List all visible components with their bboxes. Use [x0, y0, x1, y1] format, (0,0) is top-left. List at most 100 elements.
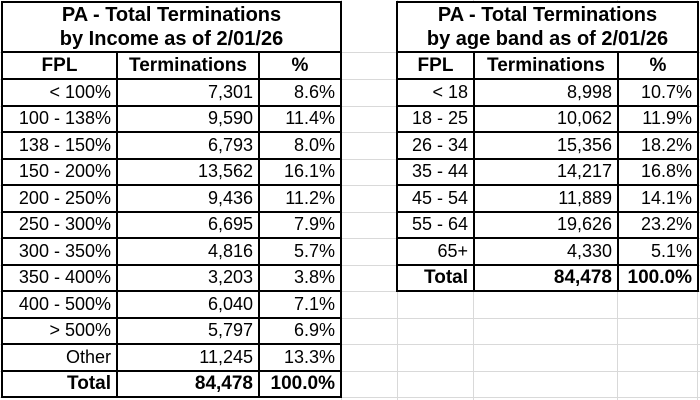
gridline: [0, 344, 700, 345]
cell-pct[interactable]: 10.7%: [617, 78, 699, 107]
cell-fpl[interactable]: Other: [1, 343, 118, 372]
table-row: 35 - 44 14,217 16.8%: [396, 157, 699, 186]
cell-pct[interactable]: 18.2%: [617, 131, 699, 160]
table-title-line1: PA - Total Terminations: [61, 4, 282, 26]
cell-total-terminations[interactable]: 84,478: [116, 369, 260, 398]
table-title-line1: PA - Total Terminations: [437, 4, 658, 26]
table-row: 18 - 25 10,062 11.9%: [396, 104, 699, 133]
age-table: PA - Total Terminations by age band as o…: [396, 1, 699, 292]
column-header-terminations[interactable]: Terminations: [473, 51, 619, 80]
cell-terminations[interactable]: 19,626: [473, 210, 619, 239]
column-header-fpl[interactable]: FPL: [396, 51, 475, 80]
table-title[interactable]: PA - Total Terminations by age band as o…: [396, 1, 699, 53]
cell-terminations[interactable]: 6,040: [116, 290, 260, 319]
cell-terminations[interactable]: 6,793: [116, 131, 260, 160]
cell-total-pct[interactable]: 100.0%: [617, 263, 699, 292]
cell-pct[interactable]: 16.8%: [617, 157, 699, 186]
column-header-fpl[interactable]: FPL: [1, 51, 118, 80]
cell-fpl[interactable]: 400 - 500%: [1, 290, 118, 319]
column-header-pct[interactable]: %: [258, 51, 342, 80]
cell-terminations[interactable]: 7,301: [116, 78, 260, 107]
income-table: PA - Total Terminations by Income as of …: [1, 1, 342, 398]
cell-fpl[interactable]: 350 - 400%: [1, 263, 118, 292]
table-title-line2: by age band as of 2/01/26: [426, 28, 669, 50]
cell-fpl[interactable]: 300 - 350%: [1, 237, 118, 266]
cell-total-label[interactable]: Total: [1, 369, 118, 398]
cell-fpl[interactable]: 250 - 300%: [1, 210, 118, 239]
cell-pct[interactable]: 7.1%: [258, 290, 342, 319]
table-title-row: PA - Total Terminations by age band as o…: [396, 1, 699, 53]
cell-pct[interactable]: 11.2%: [258, 184, 342, 213]
table-title-row: PA - Total Terminations by Income as of …: [1, 1, 342, 53]
cell-fpl[interactable]: 65+: [396, 237, 475, 266]
cell-fpl[interactable]: 45 - 54: [396, 184, 475, 213]
gridline: [0, 397, 700, 398]
cell-fpl[interactable]: 26 - 34: [396, 131, 475, 160]
table-row: 65+ 4,330 5.1%: [396, 237, 699, 266]
cell-terminations[interactable]: 4,816: [116, 237, 260, 266]
cell-pct[interactable]: 14.1%: [617, 184, 699, 213]
cell-terminations[interactable]: 13,562: [116, 157, 260, 186]
table-row: 100 - 138% 9,590 11.4%: [1, 104, 342, 133]
table-title[interactable]: PA - Total Terminations by Income as of …: [1, 1, 342, 53]
cell-terminations[interactable]: 3,203: [116, 263, 260, 292]
column-header-pct[interactable]: %: [617, 51, 699, 80]
cell-terminations[interactable]: 14,217: [473, 157, 619, 186]
cell-terminations[interactable]: 9,436: [116, 184, 260, 213]
cell-fpl[interactable]: < 100%: [1, 78, 118, 107]
cell-total-label[interactable]: Total: [396, 263, 475, 292]
cell-terminations[interactable]: 8,998: [473, 78, 619, 107]
header-row: FPL Terminations %: [1, 51, 342, 80]
cell-pct[interactable]: 16.1%: [258, 157, 342, 186]
cell-terminations[interactable]: 11,245: [116, 343, 260, 372]
cell-pct[interactable]: 3.8%: [258, 263, 342, 292]
table-row: 400 - 500% 6,040 7.1%: [1, 290, 342, 319]
cell-pct[interactable]: 8.0%: [258, 131, 342, 160]
cell-pct[interactable]: 5.1%: [617, 237, 699, 266]
table-row: Other 11,245 13.3%: [1, 343, 342, 372]
table-row: 55 - 64 19,626 23.2%: [396, 210, 699, 239]
cell-fpl[interactable]: 138 - 150%: [1, 131, 118, 160]
cell-terminations[interactable]: 6,695: [116, 210, 260, 239]
cell-total-terminations[interactable]: 84,478: [473, 263, 619, 292]
cell-terminations[interactable]: 10,062: [473, 104, 619, 133]
table-row: 26 - 34 15,356 18.2%: [396, 131, 699, 160]
cell-terminations[interactable]: 4,330: [473, 237, 619, 266]
cell-fpl[interactable]: 200 - 250%: [1, 184, 118, 213]
cell-fpl[interactable]: 35 - 44: [396, 157, 475, 186]
total-row: Total 84,478 100.0%: [1, 369, 342, 398]
cell-terminations[interactable]: 5,797: [116, 316, 260, 345]
column-header-terminations[interactable]: Terminations: [116, 51, 260, 80]
gridline: [0, 52, 700, 53]
cell-terminations[interactable]: 9,590: [116, 104, 260, 133]
gridline: [0, 265, 700, 266]
table-title-line2: by Income as of 2/01/26: [59, 28, 284, 50]
cell-fpl[interactable]: > 500%: [1, 316, 118, 345]
cell-total-pct[interactable]: 100.0%: [258, 369, 342, 398]
cell-pct[interactable]: 7.9%: [258, 210, 342, 239]
table-row: 150 - 200% 13,562 16.1%: [1, 157, 342, 186]
gridline: [0, 212, 700, 213]
cell-pct[interactable]: 11.9%: [617, 104, 699, 133]
cell-pct[interactable]: 23.2%: [617, 210, 699, 239]
cell-fpl[interactable]: 18 - 25: [396, 104, 475, 133]
table-row: 138 - 150% 6,793 8.0%: [1, 131, 342, 160]
cell-fpl[interactable]: 100 - 138%: [1, 104, 118, 133]
gridline: [0, 371, 700, 372]
cell-pct[interactable]: 5.7%: [258, 237, 342, 266]
table-row: 300 - 350% 4,816 5.7%: [1, 237, 342, 266]
cell-fpl[interactable]: 55 - 64: [396, 210, 475, 239]
cell-pct[interactable]: 6.9%: [258, 316, 342, 345]
cell-terminations[interactable]: 15,356: [473, 131, 619, 160]
cell-pct[interactable]: 11.4%: [258, 104, 342, 133]
cell-fpl[interactable]: 150 - 200%: [1, 157, 118, 186]
table-row: > 500% 5,797 6.9%: [1, 316, 342, 345]
table-row: 250 - 300% 6,695 7.9%: [1, 210, 342, 239]
cell-terminations[interactable]: 11,889: [473, 184, 619, 213]
cell-fpl[interactable]: < 18: [396, 78, 475, 107]
cell-pct[interactable]: 8.6%: [258, 78, 342, 107]
gridline: [0, 159, 700, 160]
cell-pct[interactable]: 13.3%: [258, 343, 342, 372]
gridline: [0, 132, 700, 133]
